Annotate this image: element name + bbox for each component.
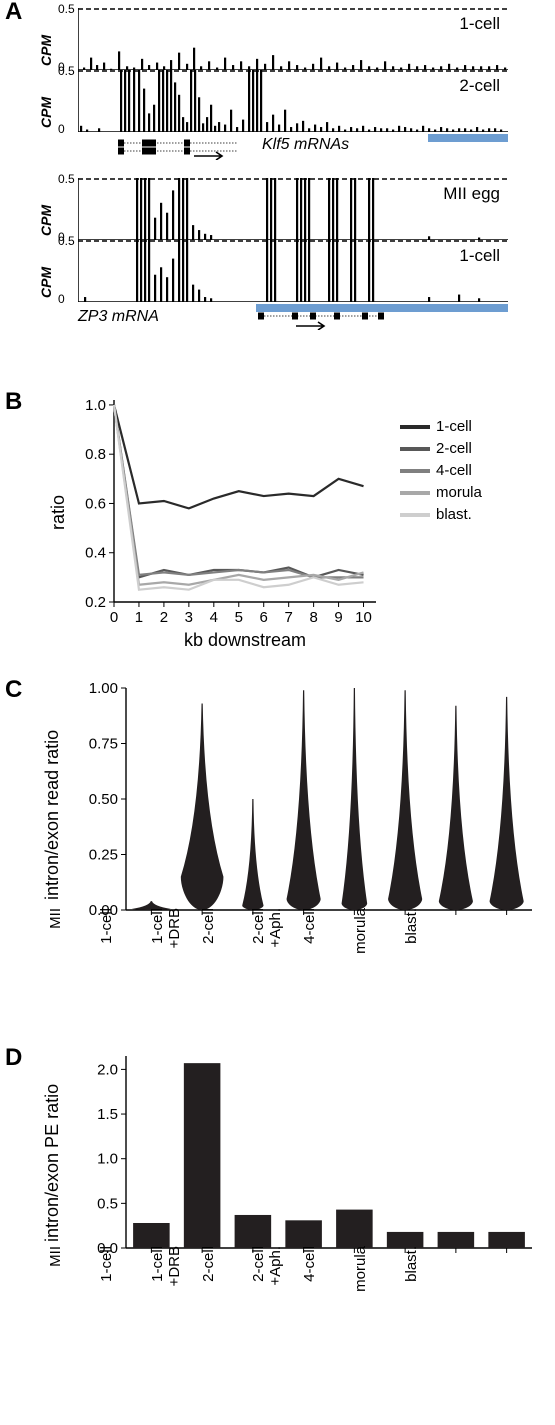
xtick-label: 1-cell <box>98 1246 115 1356</box>
xtick-label: 2-cell +Aph. <box>250 908 284 1018</box>
legend-text: 4-cell <box>436 462 472 479</box>
gene-name-zp3: ZP3 mRNA <box>78 308 159 326</box>
legend-item: morula <box>400 484 482 501</box>
svg-text:1.00: 1.00 <box>89 680 118 697</box>
panel-d-chart: 0.00.51.01.52.0 <box>78 1048 538 1258</box>
legend-text: morula <box>436 484 482 501</box>
xtick-label: 2-cell <box>200 908 217 1018</box>
panel-a-label: A <box>5 0 22 26</box>
legend-item: 2-cell <box>400 440 472 457</box>
xtick-label: 4-cell <box>301 908 318 1018</box>
xtick-label: 2-cell +Aph. <box>250 1246 284 1356</box>
svg-text:0.6: 0.6 <box>85 495 106 512</box>
track-ylabel: CPM <box>38 35 54 66</box>
svg-text:2: 2 <box>160 609 168 626</box>
svg-text:3: 3 <box>185 609 193 626</box>
panel-c-chart: 0.000.250.500.751.00 <box>78 680 538 920</box>
panel-b: B 0123456789 10 0.2 0.4 0.6 0.8 1.0 kb downstre… <box>0 388 555 668</box>
svg-text:4: 4 <box>210 609 218 626</box>
panel-d-label: D <box>5 1044 22 1072</box>
panel-d-ylabel: intron/exon PE ratio <box>42 1084 63 1242</box>
legend-text: 1-cell <box>436 418 472 435</box>
xtick-label: 4-cell <box>301 1246 318 1356</box>
track-1 <box>78 70 508 132</box>
panel-c: C 0.000.250.500.751.00 MII1-cell1-cell +… <box>0 676 555 1056</box>
xtick-label: MII <box>47 1246 64 1356</box>
xtick-label: 1-cell +DRB <box>149 1246 183 1356</box>
track-stage-label: 1-cell <box>459 246 500 266</box>
xtick-label: MII <box>47 908 64 1018</box>
svg-text:0.2: 0.2 <box>85 594 106 611</box>
svg-text:6: 6 <box>260 609 268 626</box>
xtick-label: morula <box>352 1246 369 1356</box>
legend-item: 1-cell <box>400 418 472 435</box>
panel-a: A CPM00.51-cellCPM00.52-cellCPM00.5MII e… <box>0 0 555 360</box>
legend-swatch <box>400 513 430 517</box>
legend-swatch <box>400 447 430 451</box>
svg-text:0.8: 0.8 <box>85 446 106 463</box>
svg-text:0.50: 0.50 <box>89 791 118 808</box>
svg-text:0.4: 0.4 <box>85 545 106 562</box>
svg-text:7: 7 <box>284 609 292 626</box>
panel-b-ylabel: ratio <box>48 495 69 530</box>
svg-text:10: 10 <box>355 609 372 626</box>
legend-item: 4-cell <box>400 462 472 479</box>
legend-swatch <box>400 425 430 429</box>
track-0 <box>78 8 508 70</box>
legend-swatch <box>400 491 430 495</box>
panel-c-label: C <box>5 676 22 704</box>
legend-text: 2-cell <box>436 440 472 457</box>
panel-c-ylabel: intron/exon read ratio <box>42 730 63 900</box>
xtick-label: 1-cell +DRB <box>149 908 183 1018</box>
ytick: 0 <box>58 292 65 306</box>
legend-text: blast. <box>436 506 472 523</box>
xtick-label: blast. <box>403 908 420 1018</box>
track-stage-label: 2-cell <box>459 76 500 96</box>
svg-text:0.75: 0.75 <box>89 736 118 753</box>
xtick-label: 1-cell <box>98 908 115 1018</box>
svg-text:0.5: 0.5 <box>97 1195 118 1212</box>
track-stage-label: 1-cell <box>459 14 500 34</box>
svg-text:2.0: 2.0 <box>97 1061 118 1078</box>
xtick-label: blast. <box>403 1246 420 1356</box>
ytick: 0.5 <box>58 64 75 78</box>
panel-d: D 0.00.51.01.52.0 MII1-cell1-cell +DRB2-… <box>0 1044 555 1424</box>
svg-text:1: 1 <box>135 609 143 626</box>
svg-text:5: 5 <box>235 609 243 626</box>
svg-text:0: 0 <box>110 609 118 626</box>
ytick: 0 <box>58 122 65 136</box>
svg-text:8: 8 <box>309 609 317 626</box>
svg-text:kb downstream: kb downstream <box>184 630 306 650</box>
xtick-label: 2-cell <box>200 1246 217 1356</box>
track-stage-label: MII egg <box>443 184 500 204</box>
ytick: 0.5 <box>58 234 75 248</box>
ytick: 0.5 <box>58 172 75 186</box>
panel-b-chart: 0123456789 10 0.2 0.4 0.6 0.8 1.0 kb downstream <box>72 392 382 652</box>
track-ylabel: CPM <box>38 267 54 298</box>
xtick-label: morula <box>352 908 369 1018</box>
legend-swatch <box>400 469 430 473</box>
track-ylabel: CPM <box>38 97 54 128</box>
svg-text:1.5: 1.5 <box>97 1106 118 1123</box>
track-ylabel: CPM <box>38 205 54 236</box>
panel-b-label: B <box>5 388 22 416</box>
track-3 <box>78 240 508 302</box>
gene-name-klf5: Klf5 mRNAs <box>262 136 349 154</box>
legend-item: blast. <box>400 506 472 523</box>
svg-text:0.25: 0.25 <box>89 847 118 864</box>
svg-text:1.0: 1.0 <box>85 397 106 414</box>
svg-text:1.0: 1.0 <box>97 1151 118 1168</box>
ytick: 0.5 <box>58 2 75 16</box>
svg-text:9: 9 <box>334 609 342 626</box>
